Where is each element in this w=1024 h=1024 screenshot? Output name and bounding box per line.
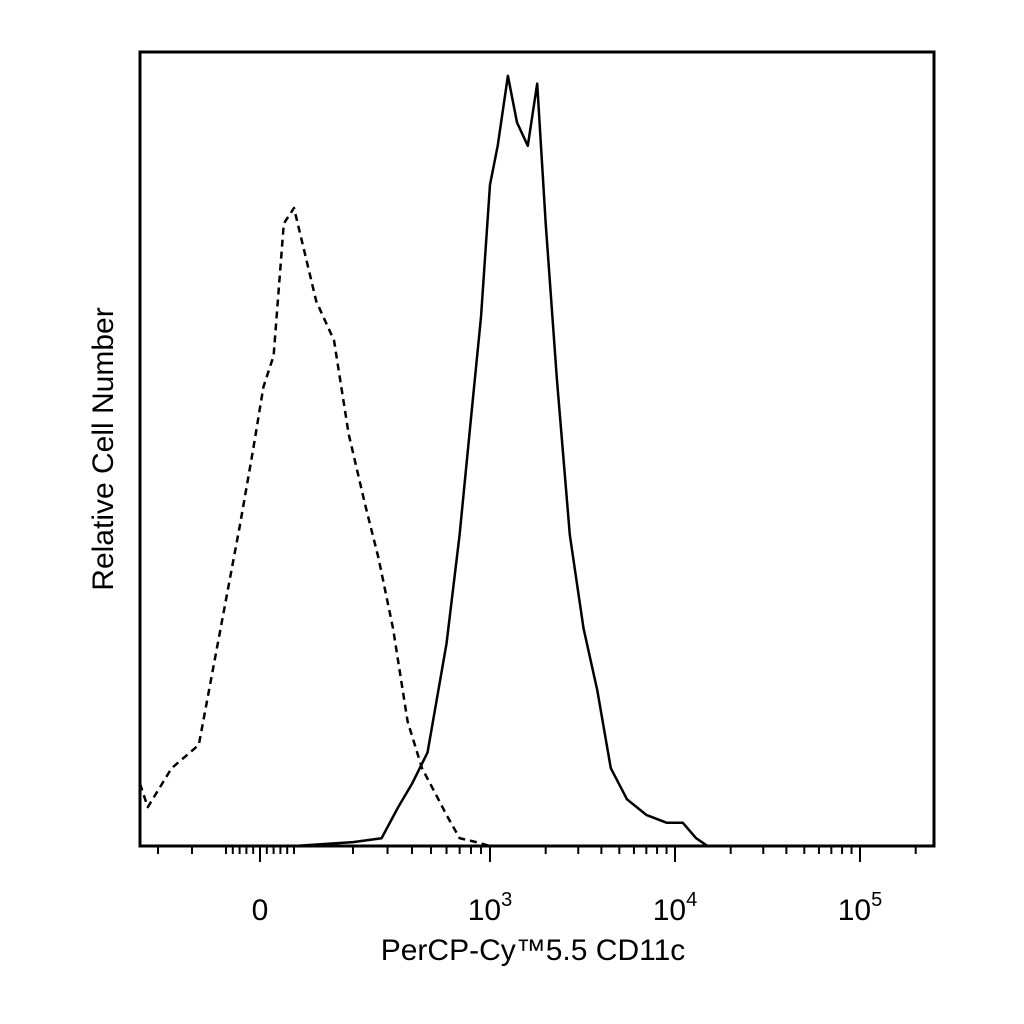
x-tick-label: 103 [468,889,513,927]
series-line-dashed [138,206,749,848]
x-axis-ticks [157,846,917,862]
x-tick-label: 105 [838,889,883,927]
x-tick-label: 0 [252,894,269,927]
x-tick-label: 104 [653,889,698,927]
plot-frame [138,50,936,848]
x-axis-tick-labels: 0 103 104 105 [252,889,883,927]
series-line-solid [140,74,934,848]
series-layer [138,74,934,848]
y-axis-title: Relative Cell Number [87,307,120,590]
x-axis-title: PerCP-Cy™5.5 CD11c [381,934,686,967]
